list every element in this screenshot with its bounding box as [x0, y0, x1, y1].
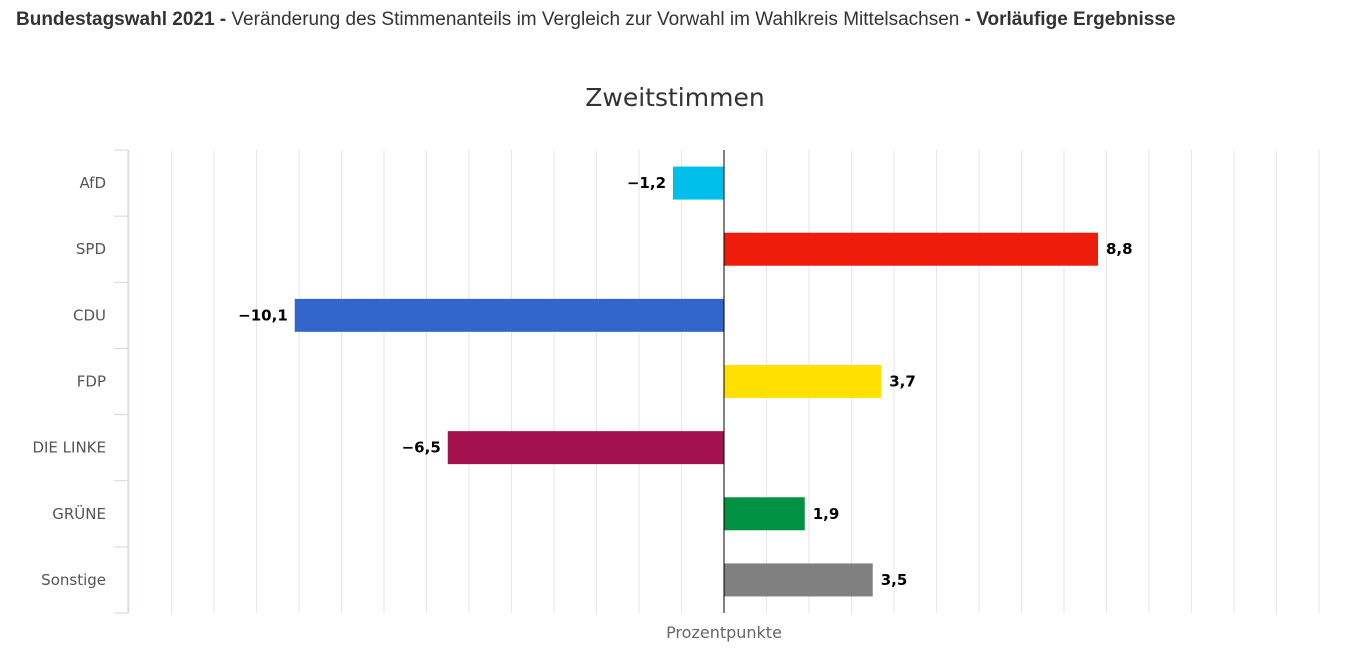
- bar-spd: [724, 232, 1098, 266]
- data-label: 3,7: [889, 373, 916, 391]
- x-axis-title: Prozentpunkte: [666, 623, 782, 642]
- data-label: −1,2: [627, 174, 666, 192]
- category-label: GRÜNE: [52, 504, 106, 523]
- category-label: AfD: [79, 174, 106, 192]
- headline-separator: -: [214, 9, 232, 30]
- headline-bold: Bundestagswahl 2021: [16, 9, 215, 30]
- category-label: FDP: [77, 373, 106, 391]
- category-label: DIE LINKE: [32, 439, 106, 457]
- headline-separator-2: -: [959, 9, 977, 30]
- data-label: 3,5: [881, 571, 908, 589]
- bar-cdu: [294, 298, 724, 332]
- headline-suffix: Vorläufige Ergebnisse: [976, 9, 1176, 30]
- bar-grüne: [724, 497, 805, 531]
- bar-afd: [673, 166, 724, 200]
- bar-sonstige: [724, 563, 873, 597]
- category-axis: AfD SPD CDU FDP DIE LINKE GRÜNE Sonstige: [32, 149, 129, 614]
- data-label: 8,8: [1106, 240, 1133, 258]
- chart-headline: Bundestagswahl 2021 - Veränderung des St…: [16, 9, 1175, 31]
- bars-group: [294, 166, 1098, 597]
- data-label: −10,1: [238, 306, 288, 324]
- grid-lines: [128, 150, 1320, 613]
- category-label: Sonstige: [41, 571, 106, 589]
- category-label: CDU: [73, 306, 106, 324]
- data-labels-group: −1,2 8,8 −10,1 3,7 −6,5 1,9 3,5: [238, 150, 1133, 613]
- chart-title: Zweitstimmen: [585, 83, 764, 112]
- category-label: SPD: [76, 240, 106, 258]
- bar-fdp: [724, 365, 882, 398]
- bar-die-linke: [447, 431, 724, 465]
- data-label: −6,5: [402, 439, 441, 457]
- headline-regular: Veränderung des Stimmenanteils im Vergle…: [231, 9, 960, 30]
- data-label: 1,9: [813, 505, 840, 523]
